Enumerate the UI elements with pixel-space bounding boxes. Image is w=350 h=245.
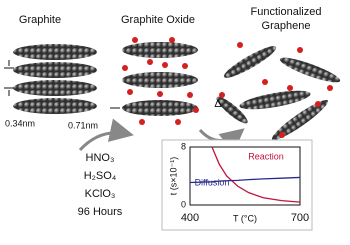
legend-label: Reaction <box>248 151 284 161</box>
condition: H₂SO₄ <box>84 170 117 182</box>
reaction-arrow <box>80 133 128 150</box>
condition: 96 Hours <box>78 206 123 218</box>
functionalized-label: Graphene <box>262 20 311 32</box>
figure: Graphite Graphite Oxide Functionalized G… <box>0 0 350 245</box>
x-axis-label: T (°C) <box>233 213 257 223</box>
legend-label: Diffusion <box>195 177 230 187</box>
graphite-label: Graphite <box>19 14 61 26</box>
oxide-stack <box>122 37 199 125</box>
x-tick-label: 700 <box>291 212 309 224</box>
heat-arrow <box>200 130 240 141</box>
y-tick-label: 8 <box>181 141 186 151</box>
functionalized-label: Functionalized <box>251 6 322 18</box>
condition: HNO₃ <box>86 152 115 164</box>
condition: KClO₃ <box>85 188 116 200</box>
x-tick-label: 400 <box>181 212 199 224</box>
functionalized-sheets <box>213 42 342 145</box>
y-axis-label: t (s×10⁻¹) <box>168 157 178 196</box>
graphite-oxide-label: Graphite Oxide <box>121 14 195 26</box>
spacing-label: 0.34nm <box>5 118 35 128</box>
y-tick-label: 0 <box>181 199 186 209</box>
graphite-stack <box>13 44 97 114</box>
heat-label: Δ <box>214 98 222 110</box>
spacing-label: 0.71nm <box>68 120 98 130</box>
